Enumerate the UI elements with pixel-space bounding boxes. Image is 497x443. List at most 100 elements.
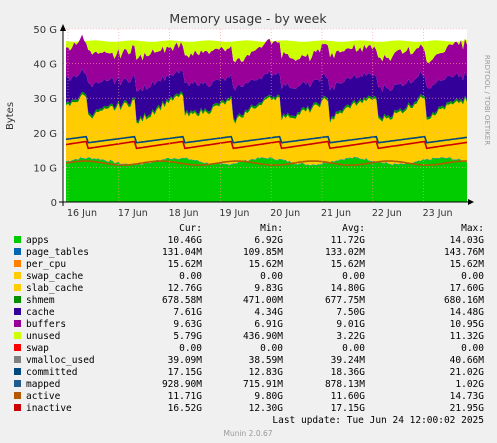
legend-value-cur: 0.00 (179, 343, 202, 354)
legend-label: vmalloc_used (26, 355, 95, 366)
legend-value-min: 715.91M (243, 379, 283, 390)
legend-value-cur: 9.63G (173, 319, 202, 330)
line-inactive (65, 140, 468, 150)
x-tick-label: 20 Jun (270, 208, 300, 219)
legend-value-avg: 133.02M (325, 247, 365, 258)
legend-column-header: Max: (461, 223, 484, 234)
legend-value-avg: 11.72G (331, 235, 366, 246)
legend-column-header: Cur: (179, 223, 202, 234)
legend-label: shmem (26, 295, 55, 306)
legend-value-min: 6.92G (254, 235, 283, 246)
legend-value-max: 15.62M (450, 259, 485, 270)
line-active (65, 160, 467, 166)
x-axis-arrow (468, 199, 474, 205)
legend-label: cache (26, 307, 55, 318)
legend-swatch-apps (14, 236, 21, 243)
legend-label: swap (26, 343, 49, 354)
x-tick-label: 22 Jun (372, 208, 402, 219)
grid-lines (63, 28, 467, 202)
legend-value-cur: 7.61G (173, 307, 202, 318)
legend-value-max: 10.95G (450, 319, 485, 330)
legend-label: buffers (26, 319, 66, 330)
legend-value-min: 0.00 (260, 271, 283, 282)
legend-swatch-mapped (14, 380, 21, 387)
chart-title: Memory usage - by week (169, 11, 327, 26)
legend-value-min: 471.00M (243, 295, 283, 306)
area-unused (66, 34, 467, 64)
legend-swatch-swap-cache (14, 272, 21, 279)
legend-column-header: Avg: (342, 223, 365, 234)
legend-value-avg: 15.62M (331, 259, 366, 270)
legend-table: Cur: Min: Avg: Max: apps 10.46G 6.92G 11.72G 14.… (14, 223, 484, 414)
legend-swatch-committed (14, 368, 21, 375)
line-committed (65, 135, 468, 144)
legend-value-avg: 677.75M (325, 295, 365, 306)
legend-value-cur: 12.76G (168, 283, 203, 294)
last-update: Last update: Tue Jun 24 12:00:02 2025 (272, 415, 484, 426)
legend-swatch-shmem (14, 296, 21, 303)
legend-value-max: 14.48G (450, 307, 485, 318)
legend-value-cur: 39.09M (168, 355, 203, 366)
legend-label: unused (26, 331, 60, 342)
area-page-tables (66, 156, 467, 166)
legend-swatch-buffers (14, 320, 21, 327)
legend-value-max: 1.02G (455, 379, 484, 390)
legend-value-min: 6.91G (254, 319, 283, 330)
rrdtool-watermark: RRDTOOL / TOBI OETIKER (483, 55, 491, 145)
legend-swatch-swap (14, 344, 21, 351)
legend-value-avg: 9.01G (336, 319, 365, 330)
x-tick-labels: 16 Jun 17 Jun 18 Jun 19 Jun 20 Jun 21 Jun 22 J… (67, 208, 453, 219)
legend-value-cur: 678.58M (162, 295, 202, 306)
legend-swatch-per-cpu (14, 260, 21, 267)
legend-label: page_tables (26, 247, 89, 258)
legend-value-min: 12.30G (249, 403, 284, 414)
legend-value-cur: 131.04M (162, 247, 202, 258)
legend-value-min: 9.83G (254, 283, 283, 294)
legend-value-avg: 878.13M (325, 379, 365, 390)
area-slab-cache (66, 93, 467, 166)
y-tick-labels: 0 10 G 20 G 30 G 40 G 50 G (33, 25, 57, 209)
legend-value-min: 9.80G (254, 391, 283, 402)
legend-value-avg: 0.00 (342, 271, 365, 282)
legend-label: committed (26, 367, 77, 378)
legend-value-cur: 15.62M (168, 259, 203, 270)
legend-value-avg: 18.36G (331, 367, 366, 378)
y-axis-arrow (60, 24, 66, 31)
overlay-lines (65, 135, 468, 166)
y-tick-label: 40 G (33, 60, 57, 71)
legend-value-avg: 11.60G (331, 391, 366, 402)
legend-label: apps (26, 235, 49, 246)
x-tick-label: 17 Jun (118, 208, 148, 219)
legend-value-min: 109.85M (243, 247, 283, 258)
area-apps (66, 157, 467, 202)
legend-value-max: 0.00 (461, 343, 484, 354)
legend-swatch-active (14, 392, 21, 399)
legend-label: mapped (26, 379, 60, 390)
x-tick-label: 23 Jun (423, 208, 453, 219)
legend-label: slab_cache (26, 283, 83, 294)
x-tick-label: 18 Jun (169, 208, 199, 219)
legend-value-avg: 39.24M (331, 355, 366, 366)
legend-label: per_cpu (26, 259, 66, 270)
legend-value-cur: 928.90M (162, 379, 202, 390)
legend-value-max: 21.02G (450, 367, 485, 378)
legend-value-cur: 10.46G (168, 235, 203, 246)
legend-swatch-slab-cache (14, 284, 21, 291)
legend-value-cur: 0.00 (179, 271, 202, 282)
legend-value-avg: 0.00 (342, 343, 365, 354)
legend-value-min: 38.59M (249, 355, 284, 366)
legend-swatch-cache (14, 308, 21, 315)
y-tick-label: 20 G (33, 129, 57, 140)
legend-value-min: 15.62M (249, 259, 284, 270)
y-tick-label: 50 G (33, 25, 57, 36)
legend-value-max: 143.76M (444, 247, 484, 258)
legend-value-min: 0.00 (260, 343, 283, 354)
legend-value-min: 12.83G (249, 367, 284, 378)
legend-value-min: 436.90M (243, 331, 283, 342)
legend-value-cur: 11.71G (168, 391, 203, 402)
y-tick-label: 0 (51, 198, 57, 209)
legend-value-max: 17.60G (450, 283, 485, 294)
legend-value-cur: 5.79G (173, 331, 202, 342)
legend-value-max: 680.16M (444, 295, 484, 306)
